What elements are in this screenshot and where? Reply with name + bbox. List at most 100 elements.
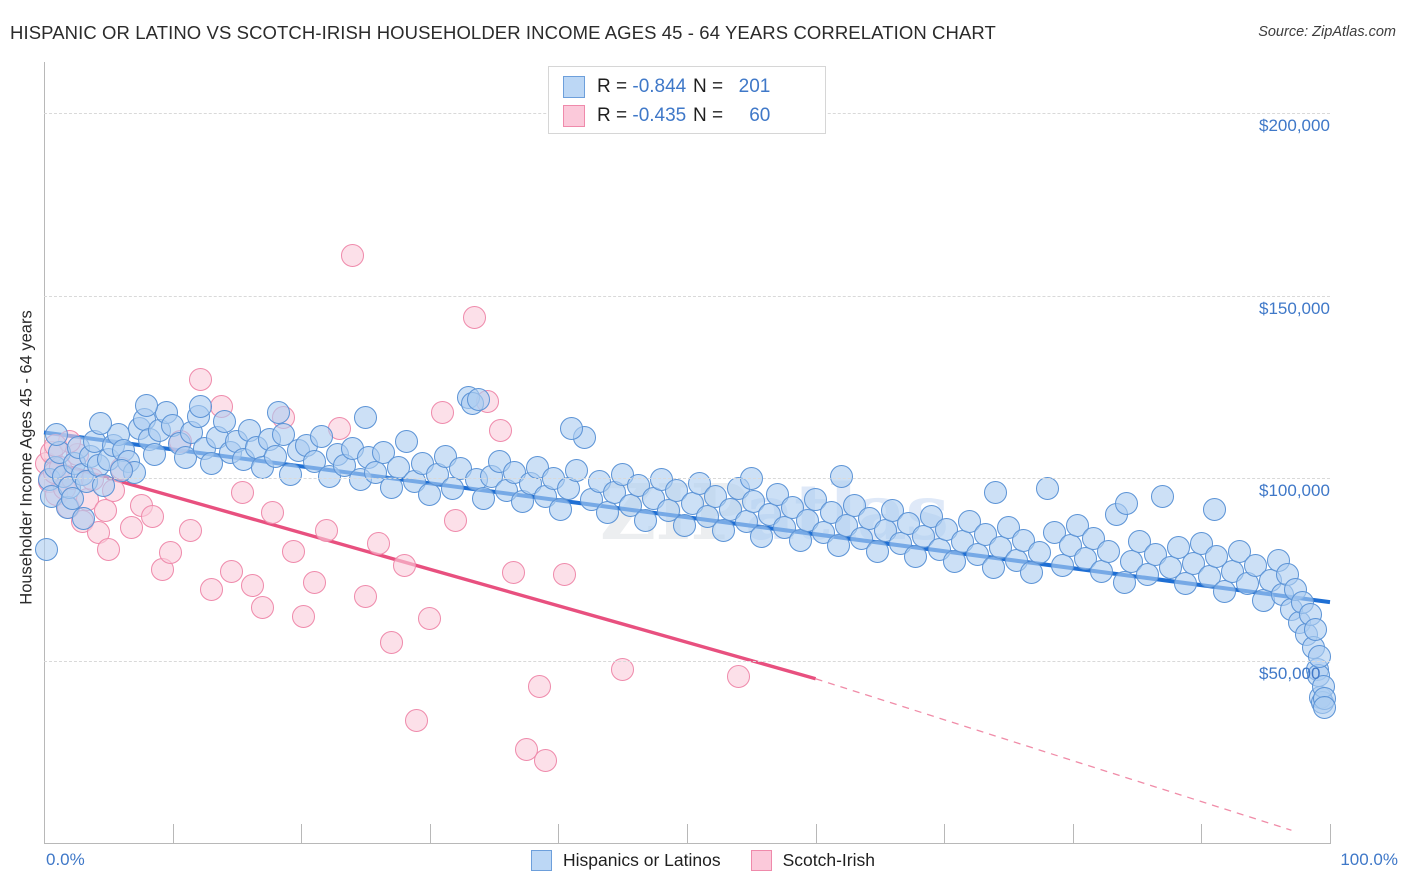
correlation-stats-legend: R = -0.844 N = 201 R = -0.435 N = 60 <box>548 66 826 134</box>
scatter-point[interactable] <box>158 541 182 565</box>
scatter-point[interactable] <box>310 424 334 448</box>
scatter-point[interactable] <box>72 506 96 530</box>
scatter-point[interactable] <box>1027 541 1051 565</box>
x-tick-1 <box>172 824 174 843</box>
scatter-point[interactable] <box>341 243 365 267</box>
scatter-point[interactable] <box>354 406 377 430</box>
scatter-point[interactable] <box>611 658 635 682</box>
scatter-point[interactable] <box>1020 561 1044 585</box>
scatter-point[interactable] <box>354 585 377 609</box>
scatter-point[interactable] <box>279 462 303 486</box>
scatter-point[interactable] <box>405 709 429 733</box>
scatter-point[interactable] <box>1035 477 1059 501</box>
scatter-point[interactable] <box>441 477 465 501</box>
scatter-point[interactable] <box>726 665 750 689</box>
scatter-point[interactable] <box>199 451 223 475</box>
scatter-point[interactable] <box>212 409 236 433</box>
scatter-point[interactable] <box>91 473 115 497</box>
scatter-point[interactable] <box>559 417 583 441</box>
scatter-point[interactable] <box>564 459 588 483</box>
scatter-point[interactable] <box>1213 579 1237 603</box>
scatter-point[interactable] <box>199 577 223 601</box>
scatter-point[interactable] <box>315 519 339 543</box>
scatter-point[interactable] <box>1304 618 1328 641</box>
scatter-point[interactable] <box>489 419 513 443</box>
scatter-point[interactable] <box>1308 645 1332 669</box>
n-value-blue: 201 <box>738 75 771 97</box>
scatter-point[interactable] <box>143 442 167 466</box>
scatter-point[interactable] <box>392 554 416 578</box>
scatter-point[interactable] <box>1202 497 1226 521</box>
scatter-point[interactable] <box>266 400 290 424</box>
scatter-point[interactable] <box>89 411 113 435</box>
scatter-point[interactable] <box>553 563 577 587</box>
scatter-point[interactable] <box>711 519 735 543</box>
scatter-point[interactable] <box>135 393 159 417</box>
scatter-point[interactable] <box>750 524 774 548</box>
scatter-point[interactable] <box>240 574 264 598</box>
scatter-point[interactable] <box>281 539 305 563</box>
scatter-point[interactable] <box>788 528 812 552</box>
scatter-point[interactable] <box>94 499 118 523</box>
scatter-point[interactable] <box>366 532 390 556</box>
scatter-point[interactable] <box>463 305 487 329</box>
scatter-point[interactable] <box>444 508 468 532</box>
scatter-point[interactable] <box>179 519 203 543</box>
legend-item-hispanics-or-latinos[interactable]: Hispanics or Latinos <box>531 850 721 871</box>
scatter-point[interactable] <box>1228 539 1252 563</box>
scatter-point[interactable] <box>431 400 455 424</box>
scatter-point[interactable] <box>1115 492 1139 516</box>
scatter-point[interactable] <box>140 504 164 528</box>
x-tick-4 <box>558 824 560 843</box>
scatter-point[interactable] <box>418 607 442 631</box>
scatter-point[interactable] <box>984 481 1008 505</box>
scatter-point[interactable] <box>173 446 197 470</box>
scatter-point[interactable] <box>395 430 419 454</box>
scatter-point[interactable] <box>534 749 558 773</box>
scatter-point[interactable] <box>302 450 326 474</box>
scatter-point[interactable] <box>189 368 213 391</box>
scatter-point[interactable] <box>595 501 619 525</box>
scatter-point[interactable] <box>1313 696 1337 720</box>
scatter-point[interactable] <box>1097 539 1121 563</box>
scatter-point[interactable] <box>379 475 403 499</box>
scatter-point[interactable] <box>119 515 143 539</box>
scatter-point[interactable] <box>35 537 59 561</box>
legend-item-scotch-irish[interactable]: Scotch-Irish <box>750 850 875 871</box>
scatter-point[interactable] <box>379 630 403 654</box>
scatter-point[interactable] <box>60 486 84 510</box>
scatter-point[interactable] <box>549 497 573 521</box>
scatter-point[interactable] <box>634 508 658 532</box>
scatter-point[interactable] <box>942 550 966 574</box>
scatter-point[interactable] <box>96 537 120 561</box>
scatter-point[interactable] <box>109 459 133 483</box>
scatter-point[interactable] <box>1151 484 1175 508</box>
scatter-point[interactable] <box>865 539 889 563</box>
scatter-point[interactable] <box>829 464 853 488</box>
scatter-point[interactable] <box>189 395 213 419</box>
scatter-point[interactable] <box>45 422 69 446</box>
scatter-point[interactable] <box>1089 559 1113 583</box>
scatter-point[interactable] <box>271 422 295 446</box>
scatter-point[interactable] <box>514 738 538 762</box>
scatter-point[interactable] <box>1243 554 1267 578</box>
scatter-point[interactable] <box>1205 545 1229 568</box>
scatter-point[interactable] <box>1166 535 1190 559</box>
scatter-point[interactable] <box>981 555 1005 579</box>
scatter-point[interactable] <box>302 570 326 594</box>
scatter-point[interactable] <box>472 486 496 510</box>
scatter-point[interactable] <box>261 501 285 525</box>
scatter-point[interactable] <box>292 605 316 629</box>
scatter-point[interactable] <box>230 481 254 505</box>
scatter-point[interactable] <box>251 596 275 620</box>
scatter-point[interactable] <box>1112 570 1136 594</box>
scatter-point[interactable] <box>1135 563 1159 587</box>
scatter-point[interactable] <box>1051 554 1074 578</box>
scatter-point[interactable] <box>263 444 287 468</box>
scatter-point[interactable] <box>372 441 395 464</box>
scatter-point[interactable] <box>672 513 696 537</box>
scatter-point[interactable] <box>527 674 551 698</box>
scatter-point[interactable] <box>220 559 244 583</box>
scatter-point[interactable] <box>467 388 491 412</box>
scatter-point[interactable] <box>501 561 525 585</box>
